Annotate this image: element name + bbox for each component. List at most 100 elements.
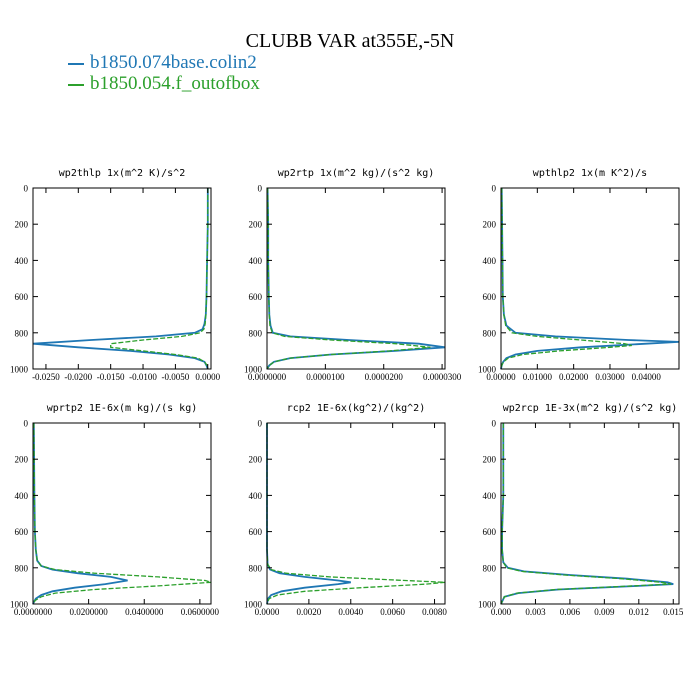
- series-line-1: [500, 423, 672, 605]
- y-tick-label: 1000: [478, 365, 497, 375]
- y-tick-label: 0: [258, 184, 263, 194]
- x-tick-label: 0.01000: [523, 372, 553, 382]
- x-tick-label: -0.0150: [97, 372, 125, 382]
- plot-frame: [266, 187, 446, 370]
- legend-label-1: b1850.054.f_outofbox: [90, 73, 260, 94]
- plot-frame: [500, 187, 680, 370]
- y-tick-label: 1000: [10, 365, 29, 375]
- x-tick-label: 0.00000: [486, 372, 516, 382]
- y-tick-label: 1000: [244, 600, 263, 610]
- panel-1: wp2rtp 1x(m^2 kg)/(s^2 kg) 0 200 400 600 800 1…: [244, 168, 462, 382]
- x-tick-label: 0.0080: [422, 607, 447, 617]
- y-tick-label: 200: [15, 455, 29, 465]
- legend-item-0: b1850.074base.colin2: [68, 52, 257, 74]
- x-tick-label: -0.0050: [162, 372, 190, 382]
- y-tick-label: 400: [15, 256, 29, 266]
- y-tick-label: 400: [15, 491, 29, 501]
- panel-title: wp2rcp 1E-3x(m^2 kg)/(s^2 kg): [503, 403, 678, 414]
- y-tick-label: 0: [258, 419, 263, 429]
- x-tick-label: 0.02000: [559, 372, 589, 382]
- x-tick-label: -0.0250: [32, 372, 60, 382]
- x-tick-label: 0.015: [663, 607, 684, 617]
- x-tick-label: 0.0040: [338, 607, 363, 617]
- panel-title: rcp2 1E-6x(kg^2)/(kg^2): [287, 403, 425, 414]
- panel-5: wp2rcp 1E-3x(m^2 kg)/(s^2 kg) 0 200 400 600 8…: [478, 403, 684, 617]
- y-tick-label: 600: [249, 292, 263, 302]
- y-tick-label: 800: [15, 328, 29, 338]
- y-tick-label: 600: [15, 292, 29, 302]
- y-tick-label: 800: [15, 563, 29, 573]
- x-tick-label: 0.0020: [297, 607, 322, 617]
- y-tick-label: 0: [492, 419, 497, 429]
- x-tick-label: 0.0600000: [181, 607, 220, 617]
- y-tick-label: 800: [483, 328, 497, 338]
- x-tick-label: 0.0000: [255, 607, 280, 617]
- y-tick-label: 800: [249, 328, 263, 338]
- x-tick-label: -0.0100: [129, 372, 157, 382]
- legend-label-0: b1850.074base.colin2: [90, 52, 257, 73]
- y-tick-label: 200: [483, 220, 497, 230]
- series-line-1: [266, 187, 431, 370]
- y-tick-label: 0: [24, 184, 29, 194]
- panel-title: wp2rtp 1x(m^2 kg)/(s^2 kg): [278, 168, 435, 179]
- y-tick-label: 200: [249, 220, 263, 230]
- panel-title: wprtp2 1E-6x(m kg)/(s kg): [47, 403, 198, 414]
- y-tick-label: 600: [483, 527, 497, 537]
- x-tick-label: 0.006: [560, 607, 581, 617]
- x-tick-label: 0.04000: [632, 372, 662, 382]
- x-tick-label: 0.0000300: [423, 372, 462, 382]
- y-tick-label: 0: [492, 184, 497, 194]
- y-tick-label: 400: [483, 491, 497, 501]
- plot-frame: [32, 187, 212, 370]
- y-tick-label: 1000: [478, 600, 497, 610]
- x-tick-label: 0.003: [525, 607, 546, 617]
- plot-frame: [266, 422, 446, 605]
- y-tick-label: 200: [15, 220, 29, 230]
- x-tick-label: 0.0000000: [248, 372, 287, 382]
- panel-0: wp2thlp 1x(m^2 K)/s^202004006008001000-0…: [10, 168, 221, 382]
- x-tick-label: -0.0200: [64, 372, 92, 382]
- x-tick-label: 0.03000: [595, 372, 625, 382]
- legend-item-1: b1850.054.f_outofbox: [68, 73, 260, 95]
- series-line-0: [266, 187, 446, 370]
- panel-title: wpthlp2 1x(m K^2)/s: [533, 168, 647, 179]
- plot-frame: [500, 422, 680, 605]
- x-tick-label: 0.0000200: [365, 372, 404, 382]
- x-tick-label: 0.0000100: [306, 372, 345, 382]
- y-tick-label: 600: [249, 527, 263, 537]
- panel-title: wp2thlp 1x(m^2 K)/s^2: [59, 168, 185, 179]
- y-tick-label: 200: [249, 455, 263, 465]
- series-line-1: [110, 188, 209, 370]
- plot-frame: [32, 422, 212, 605]
- series-line-0: [500, 187, 680, 370]
- y-tick-label: 800: [483, 563, 497, 573]
- y-tick-label: 0: [24, 419, 29, 429]
- y-tick-label: 800: [249, 563, 263, 573]
- chart-title: CLUBB VAR at355E,-5N: [245, 30, 455, 52]
- series-line-1: [32, 422, 212, 605]
- y-tick-label: 200: [483, 455, 497, 465]
- x-tick-label: 0.0000: [195, 372, 220, 382]
- series-line-0: [32, 188, 209, 370]
- x-tick-label: 0.0000000: [14, 607, 53, 617]
- series-line-0: [266, 423, 351, 605]
- y-tick-label: 1000: [10, 600, 29, 610]
- y-tick-label: 400: [249, 256, 263, 266]
- x-tick-label: 0.012: [629, 607, 649, 617]
- panel-3: wprtp2 1E-6x(m kg)/(s kg) 0 200 400 600 800 10…: [10, 403, 220, 617]
- panel-4: rcp2 1E-6x(kg^2)/(kg^2) 0 200 400 600 800 1000…: [244, 403, 447, 617]
- y-tick-label: 400: [249, 491, 263, 501]
- series-line-1: [500, 187, 632, 370]
- y-tick-label: 1000: [244, 365, 263, 375]
- y-tick-label: 400: [483, 256, 497, 266]
- y-tick-label: 600: [15, 527, 29, 537]
- x-tick-label: 0.009: [594, 607, 615, 617]
- x-tick-label: 0.0200000: [70, 607, 109, 617]
- series-line-1: [266, 423, 446, 605]
- panel-2: wpthlp2 1x(m K^2)/s 0 200 400 600 800 10000.00…: [478, 168, 680, 382]
- x-tick-label: 0.0060: [380, 607, 405, 617]
- y-tick-label: 600: [483, 292, 497, 302]
- legend-swatch-0: [68, 62, 84, 65]
- legend-swatch-1: [68, 83, 84, 86]
